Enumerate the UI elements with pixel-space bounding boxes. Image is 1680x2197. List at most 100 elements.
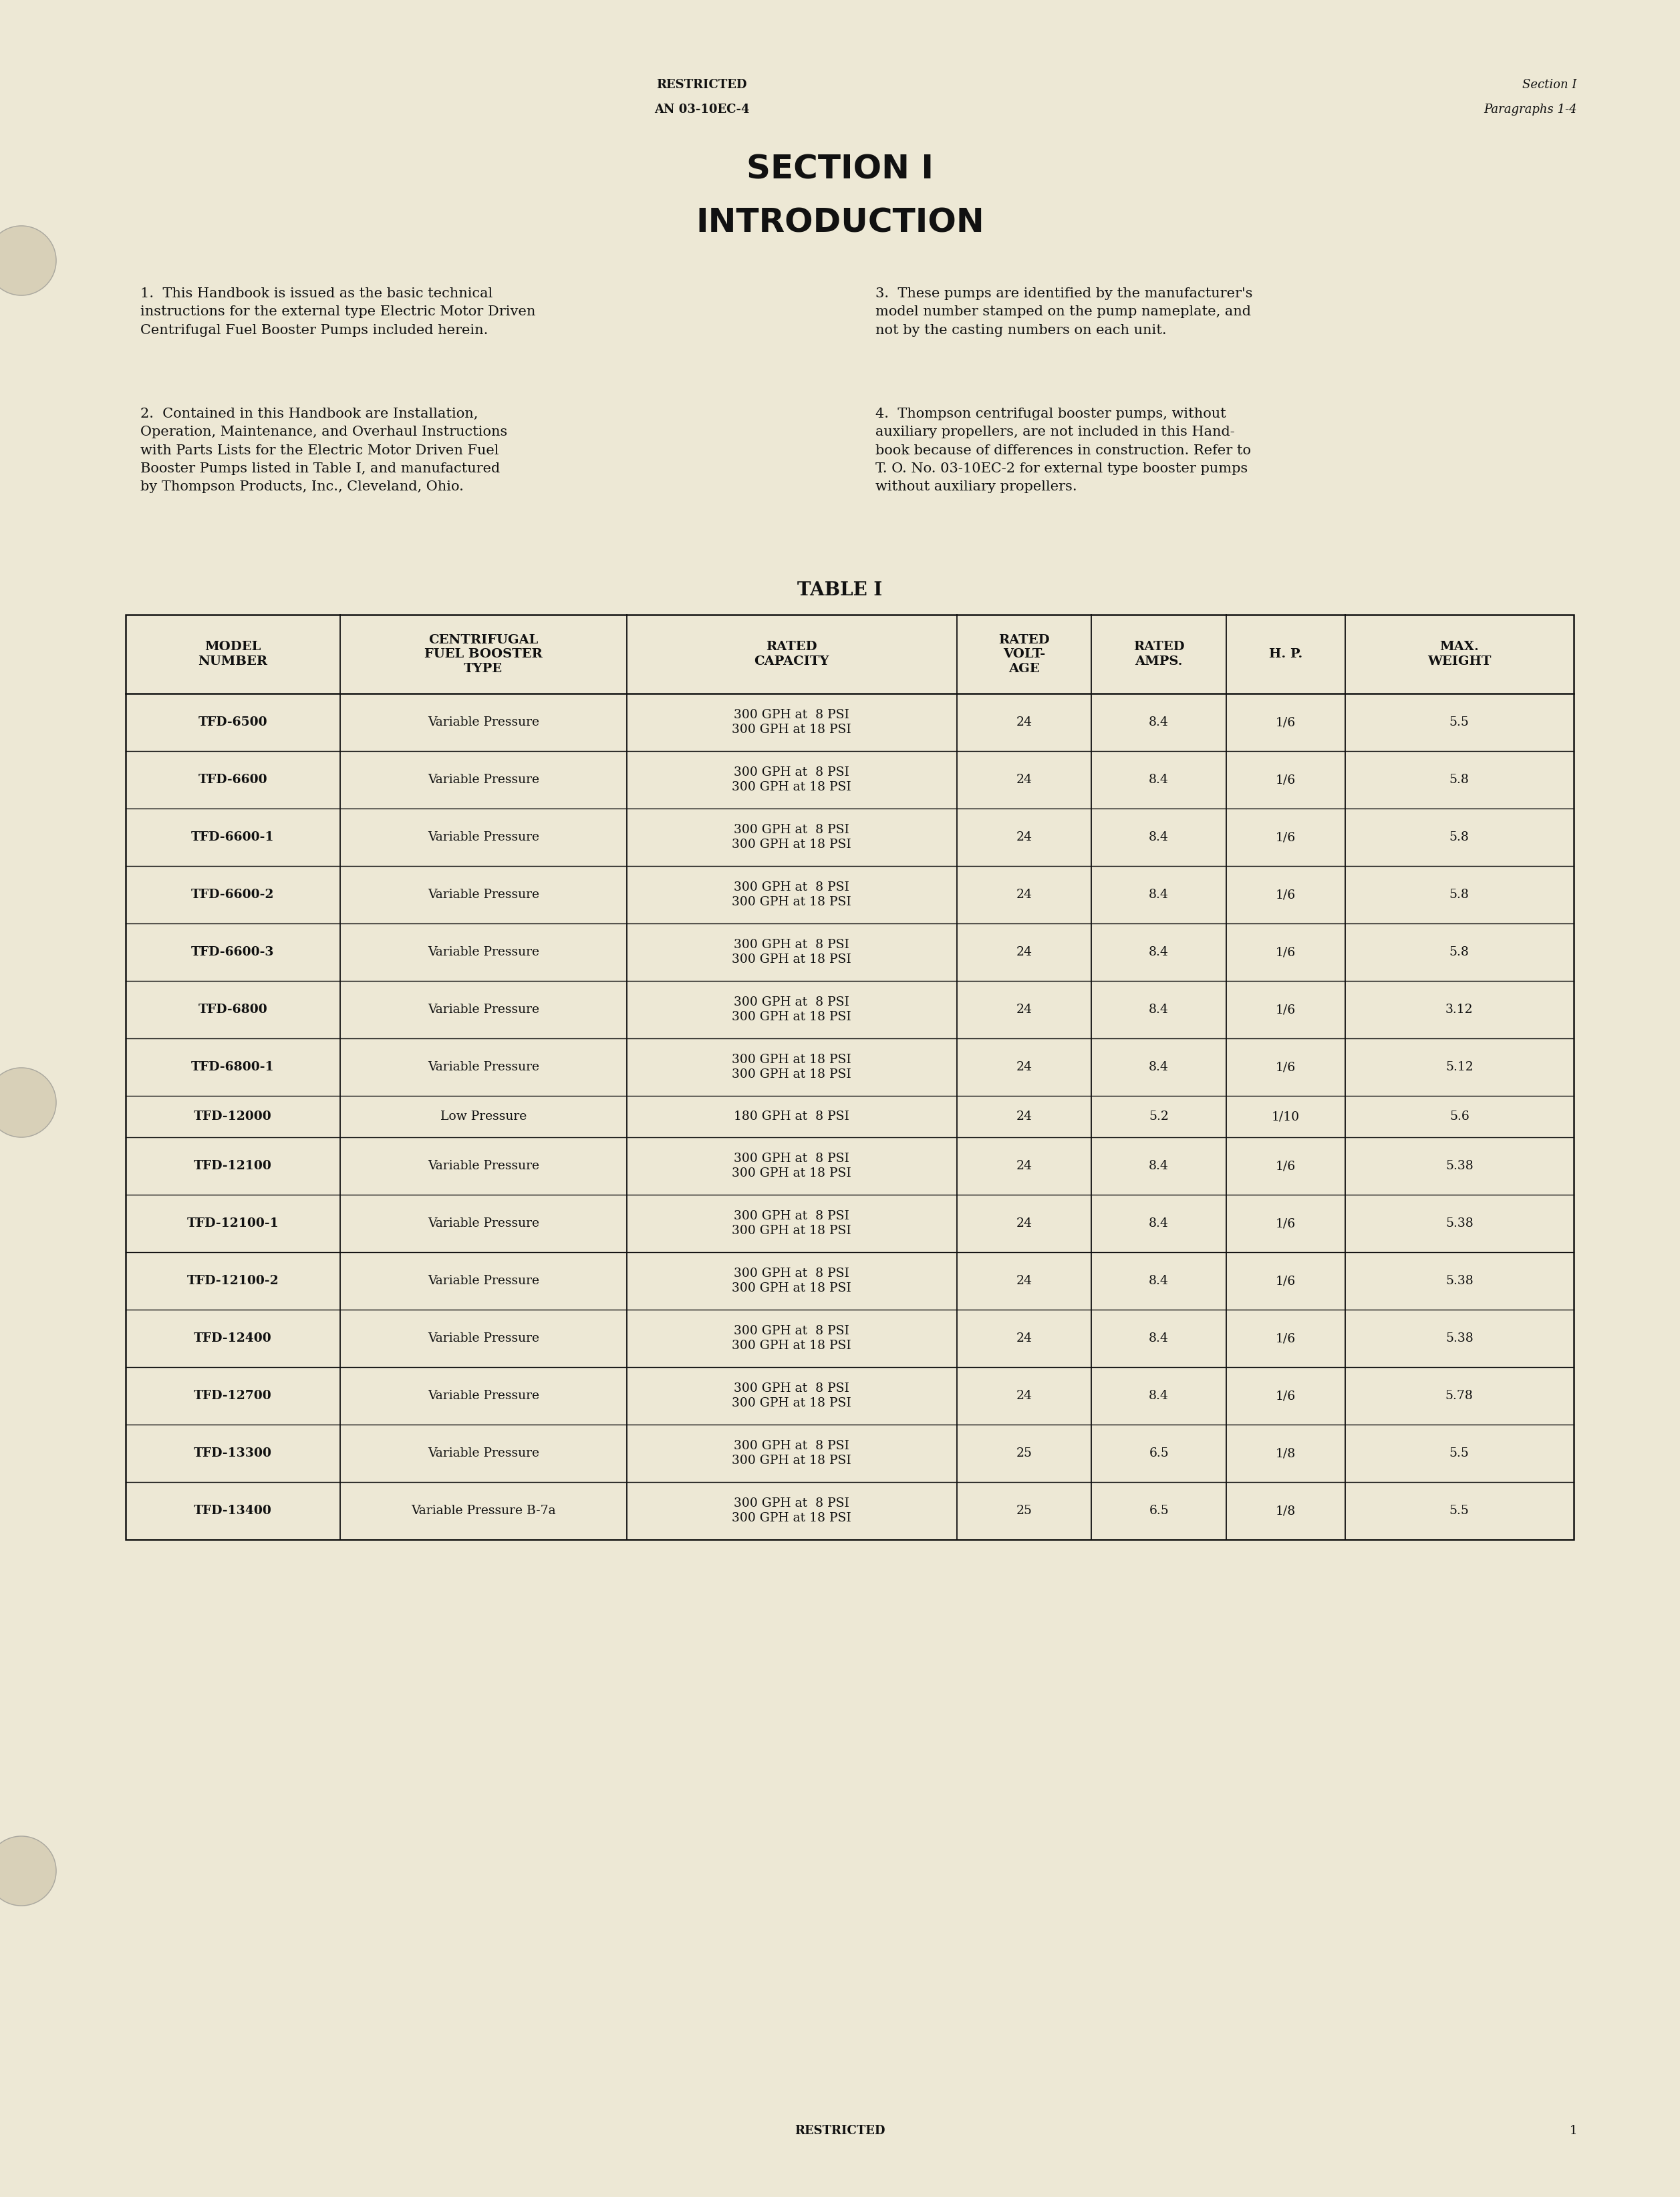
- Text: 24: 24: [1016, 1004, 1032, 1015]
- Text: 8.4: 8.4: [1149, 773, 1169, 787]
- Text: 5.8: 5.8: [1450, 773, 1470, 787]
- Text: Low Pressure: Low Pressure: [440, 1109, 526, 1123]
- Text: 180 GPH at  8 PSI: 180 GPH at 8 PSI: [734, 1109, 850, 1123]
- Text: 1/6: 1/6: [1275, 716, 1295, 729]
- Text: Variable Pressure: Variable Pressure: [427, 1448, 539, 1459]
- Text: 300 GPH at  8 PSI
300 GPH at 18 PSI: 300 GPH at 8 PSI 300 GPH at 18 PSI: [732, 710, 852, 736]
- Text: 1/10: 1/10: [1272, 1109, 1300, 1123]
- Text: TFD-6800: TFD-6800: [198, 1004, 267, 1015]
- Text: Variable Pressure B-7a: Variable Pressure B-7a: [412, 1505, 556, 1516]
- Text: Paragraphs 1-4: Paragraphs 1-4: [1483, 103, 1578, 116]
- Text: TABLE I: TABLE I: [798, 582, 882, 600]
- Text: 1/6: 1/6: [1275, 1217, 1295, 1230]
- Text: 8.4: 8.4: [1149, 1391, 1169, 1402]
- Text: Variable Pressure: Variable Pressure: [427, 773, 539, 787]
- Text: 300 GPH at  8 PSI
300 GPH at 18 PSI: 300 GPH at 8 PSI 300 GPH at 18 PSI: [732, 997, 852, 1024]
- Text: 5.5: 5.5: [1450, 1448, 1470, 1459]
- Text: 5.8: 5.8: [1450, 890, 1470, 901]
- Text: 1/6: 1/6: [1275, 1331, 1295, 1345]
- Text: TFD-12100: TFD-12100: [193, 1160, 272, 1171]
- Text: Variable Pressure: Variable Pressure: [427, 1274, 539, 1287]
- Text: 1: 1: [1569, 2124, 1578, 2138]
- Text: 8.4: 8.4: [1149, 1274, 1169, 1287]
- Text: 1/6: 1/6: [1275, 1160, 1295, 1171]
- Text: 25: 25: [1016, 1505, 1032, 1516]
- Text: MODEL
NUMBER: MODEL NUMBER: [198, 642, 267, 668]
- Text: 8.4: 8.4: [1149, 947, 1169, 958]
- Text: Variable Pressure: Variable Pressure: [427, 830, 539, 844]
- Text: 8.4: 8.4: [1149, 1160, 1169, 1171]
- Text: 1/6: 1/6: [1275, 1004, 1295, 1015]
- Text: 1/8: 1/8: [1275, 1505, 1295, 1516]
- Text: 5.38: 5.38: [1445, 1160, 1473, 1171]
- Text: 24: 24: [1016, 1160, 1032, 1171]
- Text: 300 GPH at  8 PSI
300 GPH at 18 PSI: 300 GPH at 8 PSI 300 GPH at 18 PSI: [732, 1382, 852, 1408]
- Text: 1.  This Handbook is issued as the basic technical
instructions for the external: 1. This Handbook is issued as the basic …: [141, 288, 536, 336]
- Text: RATED
CAPACITY: RATED CAPACITY: [754, 642, 830, 668]
- Text: Variable Pressure: Variable Pressure: [427, 1004, 539, 1015]
- Text: 24: 24: [1016, 773, 1032, 787]
- Text: 1/6: 1/6: [1275, 890, 1295, 901]
- Text: TFD-12000: TFD-12000: [193, 1109, 272, 1123]
- Text: 4.  Thompson centrifugal booster pumps, without
auxiliary propellers, are not in: 4. Thompson centrifugal booster pumps, w…: [875, 409, 1252, 492]
- Text: H. P.: H. P.: [1268, 648, 1302, 659]
- Text: SECTION I: SECTION I: [746, 154, 934, 187]
- Text: 5.5: 5.5: [1450, 716, 1470, 729]
- Text: RESTRICTED: RESTRICTED: [795, 2124, 885, 2138]
- Text: 5.12: 5.12: [1445, 1061, 1473, 1072]
- Text: TFD-12400: TFD-12400: [193, 1331, 272, 1345]
- Text: 2.  Contained in this Handbook are Installation,
Operation, Maintenance, and Ove: 2. Contained in this Handbook are Instal…: [141, 409, 507, 492]
- Text: TFD-12100-2: TFD-12100-2: [186, 1274, 279, 1287]
- Text: Variable Pressure: Variable Pressure: [427, 1160, 539, 1171]
- Text: 300 GPH at  8 PSI
300 GPH at 18 PSI: 300 GPH at 8 PSI 300 GPH at 18 PSI: [732, 1325, 852, 1351]
- Text: 24: 24: [1016, 1274, 1032, 1287]
- Text: 8.4: 8.4: [1149, 716, 1169, 729]
- Text: 3.  These pumps are identified by the manufacturer's
model number stamped on the: 3. These pumps are identified by the man…: [875, 288, 1253, 336]
- Text: 5.6: 5.6: [1450, 1109, 1470, 1123]
- Text: TFD-6600: TFD-6600: [198, 773, 267, 787]
- Text: RATED
VOLT-
AGE: RATED VOLT- AGE: [998, 633, 1050, 674]
- Text: 5.8: 5.8: [1450, 830, 1470, 844]
- Text: Variable Pressure: Variable Pressure: [427, 716, 539, 729]
- Text: 24: 24: [1016, 1331, 1032, 1345]
- Text: 3.12: 3.12: [1445, 1004, 1473, 1015]
- Text: 8.4: 8.4: [1149, 1061, 1169, 1072]
- Text: 8.4: 8.4: [1149, 1331, 1169, 1345]
- Text: 24: 24: [1016, 1217, 1032, 1230]
- Text: 25: 25: [1016, 1448, 1032, 1459]
- Text: 5.2: 5.2: [1149, 1109, 1169, 1123]
- Text: MAX.
WEIGHT: MAX. WEIGHT: [1428, 642, 1492, 668]
- Text: Variable Pressure: Variable Pressure: [427, 1217, 539, 1230]
- Text: 1/6: 1/6: [1275, 773, 1295, 787]
- Text: TFD-6500: TFD-6500: [198, 716, 267, 729]
- Text: TFD-13300: TFD-13300: [193, 1448, 272, 1459]
- Text: 24: 24: [1016, 1391, 1032, 1402]
- Text: Variable Pressure: Variable Pressure: [427, 1331, 539, 1345]
- Text: 1/6: 1/6: [1275, 1061, 1295, 1072]
- Text: 5.38: 5.38: [1445, 1331, 1473, 1345]
- Text: 300 GPH at  8 PSI
300 GPH at 18 PSI: 300 GPH at 8 PSI 300 GPH at 18 PSI: [732, 1439, 852, 1468]
- Circle shape: [0, 226, 55, 294]
- Text: 6.5: 6.5: [1149, 1448, 1169, 1459]
- Text: TFD-6600-2: TFD-6600-2: [192, 890, 274, 901]
- Text: CENTRIFUGAL
FUEL BOOSTER
TYPE: CENTRIFUGAL FUEL BOOSTER TYPE: [425, 633, 543, 674]
- Text: Section I: Section I: [1522, 79, 1578, 90]
- Text: 300 GPH at  8 PSI
300 GPH at 18 PSI: 300 GPH at 8 PSI 300 GPH at 18 PSI: [732, 938, 852, 964]
- Text: Variable Pressure: Variable Pressure: [427, 1061, 539, 1072]
- Text: 24: 24: [1016, 1109, 1032, 1123]
- Text: 24: 24: [1016, 716, 1032, 729]
- Circle shape: [0, 1068, 55, 1138]
- Text: 1/6: 1/6: [1275, 1274, 1295, 1287]
- Text: 24: 24: [1016, 947, 1032, 958]
- Text: 5.38: 5.38: [1445, 1217, 1473, 1230]
- Text: AN 03-10EC-4: AN 03-10EC-4: [654, 103, 749, 116]
- Bar: [126, 615, 1574, 1540]
- Text: 8.4: 8.4: [1149, 830, 1169, 844]
- Text: 24: 24: [1016, 890, 1032, 901]
- Text: Variable Pressure: Variable Pressure: [427, 890, 539, 901]
- Text: 300 GPH at  8 PSI
300 GPH at 18 PSI: 300 GPH at 8 PSI 300 GPH at 18 PSI: [732, 1268, 852, 1294]
- Text: 1/6: 1/6: [1275, 1391, 1295, 1402]
- Text: 8.4: 8.4: [1149, 890, 1169, 901]
- Text: 8.4: 8.4: [1149, 1217, 1169, 1230]
- Text: Variable Pressure: Variable Pressure: [427, 947, 539, 958]
